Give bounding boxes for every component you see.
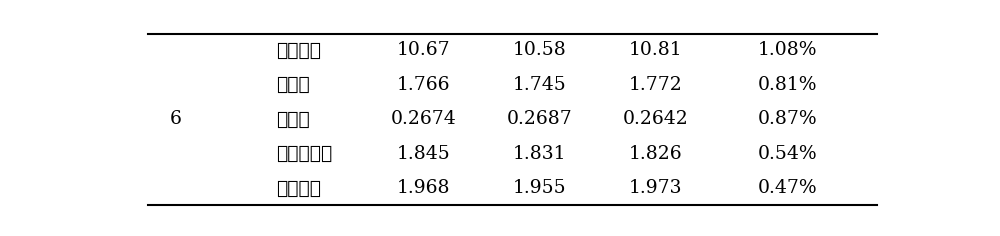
Text: 1.08%: 1.08% — [758, 41, 817, 59]
Text: 10.67: 10.67 — [397, 41, 450, 59]
Text: 1.772: 1.772 — [629, 76, 683, 94]
Text: 6: 6 — [169, 110, 181, 128]
Text: 槲皮素: 槲皮素 — [276, 75, 310, 94]
Text: 1.766: 1.766 — [397, 76, 450, 94]
Text: 0.81%: 0.81% — [758, 76, 817, 94]
Text: 澳洲茄边碱: 澳洲茄边碱 — [276, 144, 332, 163]
Text: 1.831: 1.831 — [513, 145, 566, 163]
Text: 1.845: 1.845 — [396, 145, 450, 163]
Text: 1.826: 1.826 — [629, 145, 683, 163]
Text: 0.2674: 0.2674 — [390, 110, 456, 128]
Text: 澳洲茄碱: 澳洲茄碱 — [276, 179, 321, 198]
Text: 10.58: 10.58 — [513, 41, 566, 59]
Text: 0.87%: 0.87% — [758, 110, 817, 128]
Text: 没食子酸: 没食子酸 — [276, 41, 321, 60]
Text: 0.2687: 0.2687 — [507, 110, 572, 128]
Text: 1.955: 1.955 — [513, 179, 566, 197]
Text: 0.54%: 0.54% — [758, 145, 817, 163]
Text: 1.968: 1.968 — [397, 179, 450, 197]
Text: 0.47%: 0.47% — [758, 179, 817, 197]
Text: 0.2642: 0.2642 — [623, 110, 689, 128]
Text: 1.973: 1.973 — [629, 179, 683, 197]
Text: 山柰素: 山柰素 — [276, 110, 310, 129]
Text: 10.81: 10.81 — [629, 41, 683, 59]
Text: 1.745: 1.745 — [513, 76, 566, 94]
